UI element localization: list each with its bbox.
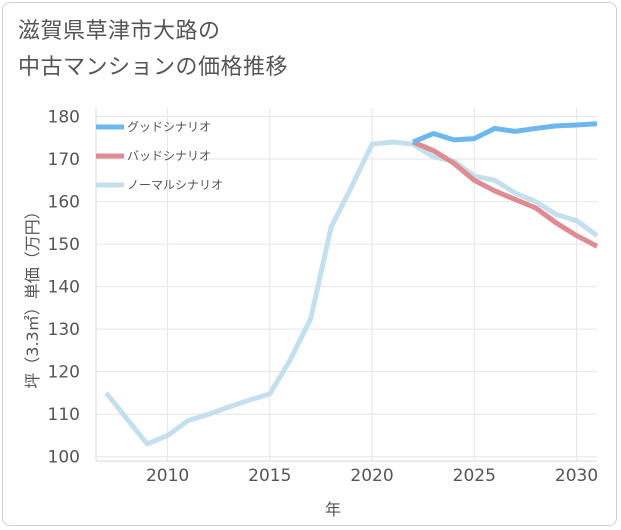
series-line-1 — [411, 139, 599, 249]
y-tick-label: 160 — [48, 193, 80, 213]
series-line-0 — [104, 139, 599, 447]
x-tick-label: 2010 — [146, 466, 189, 486]
y-axis-ticks: 100 110 120 130 140 150 160 170 180 — [48, 108, 80, 468]
x-axis-ticks: 2010 2015 2020 2025 2030 — [146, 466, 598, 486]
y-tick-label: 110 — [48, 405, 80, 425]
legend-label: バッドシナリオ — [127, 149, 211, 163]
y-tick-label: 180 — [48, 108, 80, 128]
series-lines — [104, 121, 599, 447]
x-axis-label: 年 — [325, 500, 341, 519]
x-tick-label: 2025 — [453, 466, 496, 486]
chart-title: 滋賀県草津市大路の 中古マンションの価格推移 — [18, 14, 288, 86]
y-tick-label: 150 — [48, 235, 80, 255]
y-axis-label: 坪（3.3㎡）単価（万円） — [23, 203, 42, 388]
y-tick-label: 120 — [48, 363, 80, 383]
x-tick-label: 2030 — [555, 466, 598, 486]
legend-label: グッドシナリオ — [127, 120, 211, 134]
series-line-2 — [411, 121, 598, 145]
grid — [95, 108, 597, 462]
chart-title-line-1: 滋賀県草津市大路の — [18, 19, 221, 44]
y-tick-label: 100 — [48, 448, 80, 468]
y-tick-label: 130 — [48, 320, 80, 340]
y-tick-label: 140 — [48, 278, 80, 298]
legend-label: ノーマルシナリオ — [127, 178, 223, 192]
x-tick-label: 2015 — [248, 466, 291, 486]
chart-title-line-2: 中古マンションの価格推移 — [18, 55, 289, 80]
x-tick-label: 2020 — [350, 466, 393, 486]
y-tick-label: 170 — [48, 150, 80, 170]
chart-frame — [2, 2, 617, 526]
